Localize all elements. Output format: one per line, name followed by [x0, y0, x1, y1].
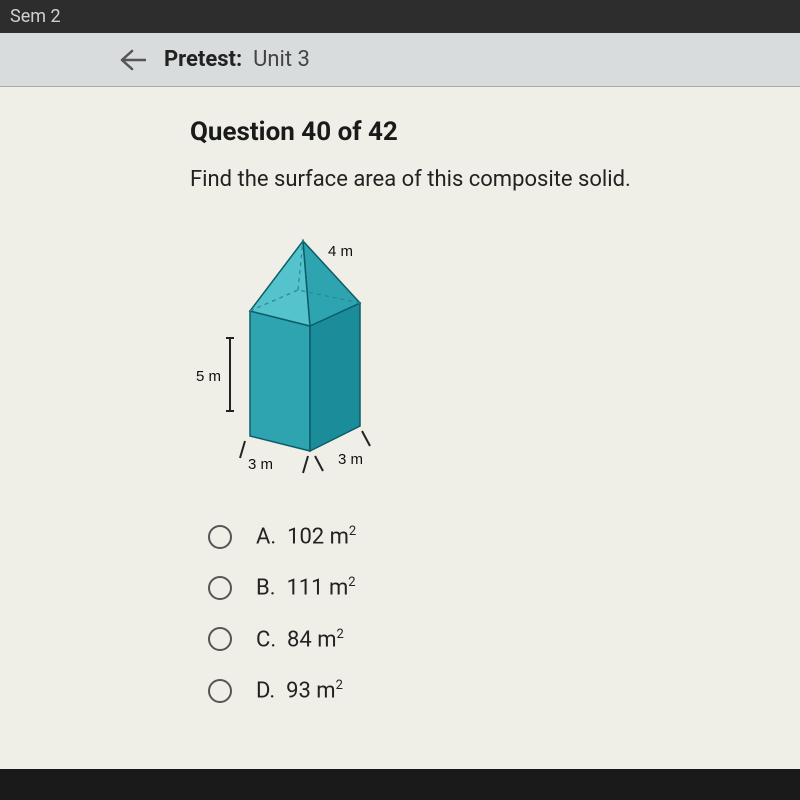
radio-icon[interactable] [208, 627, 232, 651]
window-topbar: Sem 2 [0, 0, 800, 33]
pretest-unit: Unit 3 [253, 47, 310, 72]
pretest-title: Pretest: Unit 3 [164, 47, 310, 72]
option-a-label: A. 102 m2 [256, 524, 356, 549]
label-base-left: 3 m [248, 456, 273, 473]
option-c-label: C. 84 m2 [256, 627, 344, 652]
back-icon[interactable] [120, 48, 146, 72]
radio-icon[interactable] [208, 679, 232, 703]
composite-solid-figure: 4 m 5 m 3 m 3 m [190, 206, 800, 490]
radio-icon[interactable] [208, 525, 232, 549]
question-heading: Question 40 of 42 [190, 117, 800, 147]
option-c[interactable]: C. 84 m2 [208, 627, 800, 652]
label-base-right: 3 m [338, 451, 363, 468]
option-a[interactable]: A. 102 m2 [208, 524, 800, 549]
question-text: Find the surface area of this composite … [190, 167, 800, 192]
label-height: 5 m [196, 368, 221, 385]
radio-icon[interactable] [208, 576, 232, 600]
option-b-label: B. 111 m2 [256, 575, 356, 600]
option-d[interactable]: D. 93 m2 [208, 678, 800, 703]
pretest-bold: Pretest: [164, 47, 242, 72]
semester-label: Sem 2 [10, 6, 61, 27]
option-d-label: D. 93 m2 [256, 678, 343, 703]
label-slant: 4 m [328, 243, 353, 260]
content-area: Question 40 of 42 Find the surface area … [0, 87, 800, 769]
option-b[interactable]: B. 111 m2 [208, 575, 800, 600]
answer-options: A. 102 m2 B. 111 m2 C. 84 m2 D. 93 m2 [208, 524, 800, 703]
breadcrumb: Pretest: Unit 3 [0, 33, 800, 87]
